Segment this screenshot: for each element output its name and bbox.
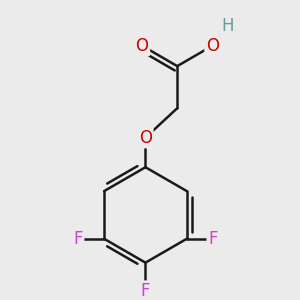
Text: F: F: [208, 230, 218, 248]
Text: O: O: [139, 129, 152, 147]
Text: F: F: [73, 230, 83, 248]
Text: F: F: [141, 282, 150, 300]
Text: O: O: [136, 37, 148, 55]
Text: O: O: [206, 37, 219, 55]
Text: H: H: [221, 17, 233, 35]
